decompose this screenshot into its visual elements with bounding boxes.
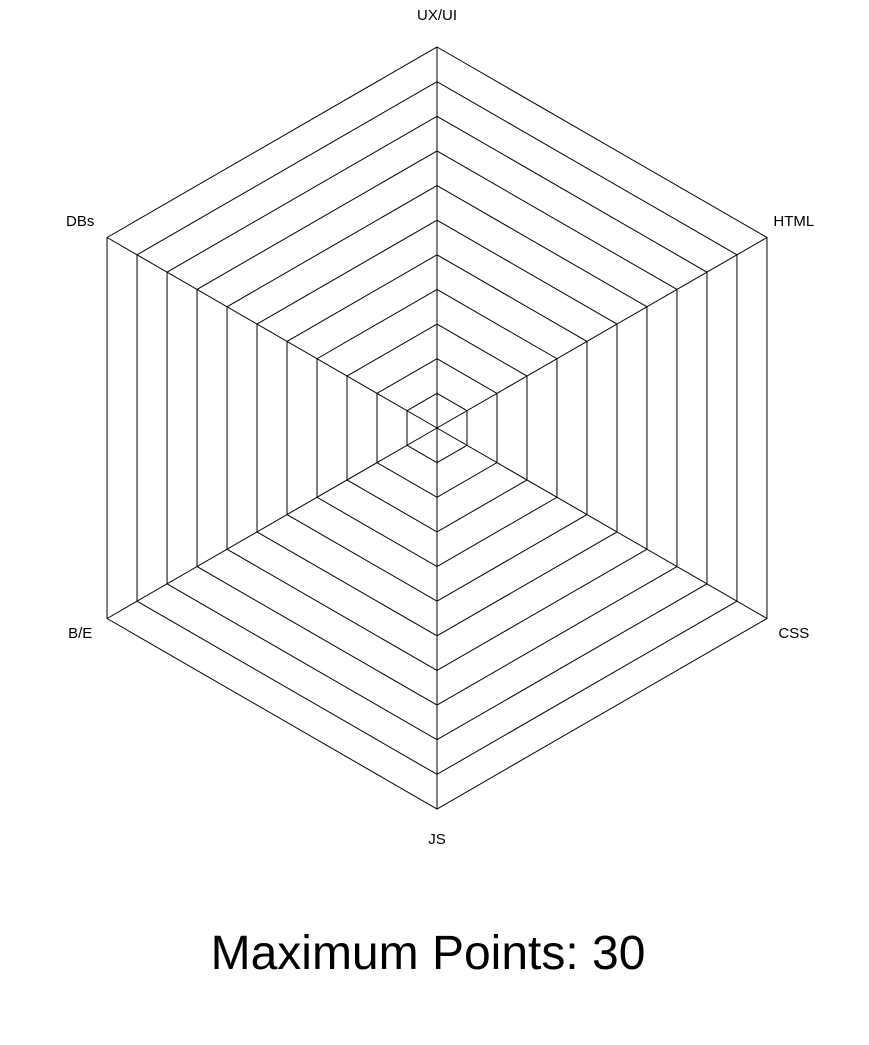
axis-label-css: CSS bbox=[778, 625, 809, 642]
grid-spoke-5 bbox=[106, 427, 438, 619]
max-points-text: Maximum Points: 30 bbox=[210, 927, 646, 980]
axis-label-dbs: DBs bbox=[66, 213, 94, 230]
axis-label-js: JS bbox=[428, 831, 446, 848]
radar-grid-spokes bbox=[106, 47, 768, 809]
radar-chart: UX/UI HTML CSS JS B/E DBs bbox=[66, 7, 814, 848]
grid-spoke-3 bbox=[436, 427, 768, 619]
axis-label-b-e: B/E bbox=[68, 625, 92, 642]
axis-label-html: HTML bbox=[773, 213, 814, 230]
grid-spoke-2 bbox=[436, 237, 768, 429]
grid-spoke-6 bbox=[106, 237, 438, 429]
axis-label-ux-ui: UX/UI bbox=[417, 7, 457, 24]
radar-axis-labels: UX/UI HTML CSS JS B/E DBs bbox=[66, 7, 814, 848]
